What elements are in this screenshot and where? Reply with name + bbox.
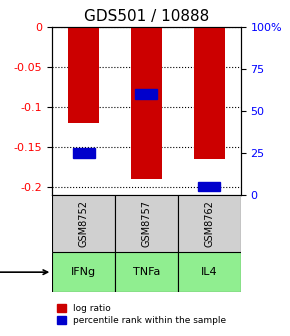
FancyBboxPatch shape xyxy=(115,195,178,252)
Text: GSM8757: GSM8757 xyxy=(142,200,151,247)
FancyBboxPatch shape xyxy=(52,195,115,252)
Text: agent: agent xyxy=(0,267,48,277)
Text: IL4: IL4 xyxy=(201,267,218,277)
Bar xyxy=(72,148,95,158)
Bar xyxy=(131,27,162,179)
Bar xyxy=(198,182,220,191)
Title: GDS501 / 10888: GDS501 / 10888 xyxy=(84,9,209,24)
Text: IFNg: IFNg xyxy=(71,267,96,277)
FancyBboxPatch shape xyxy=(178,252,241,292)
Text: GSM8752: GSM8752 xyxy=(79,200,89,247)
FancyBboxPatch shape xyxy=(178,195,241,252)
Legend: log ratio, percentile rank within the sample: log ratio, percentile rank within the sa… xyxy=(57,304,226,325)
FancyBboxPatch shape xyxy=(52,252,115,292)
Bar xyxy=(68,27,99,123)
Bar xyxy=(194,27,225,159)
Bar xyxy=(135,89,157,99)
Text: TNFa: TNFa xyxy=(133,267,160,277)
FancyBboxPatch shape xyxy=(115,252,178,292)
Text: GSM8762: GSM8762 xyxy=(204,200,214,247)
